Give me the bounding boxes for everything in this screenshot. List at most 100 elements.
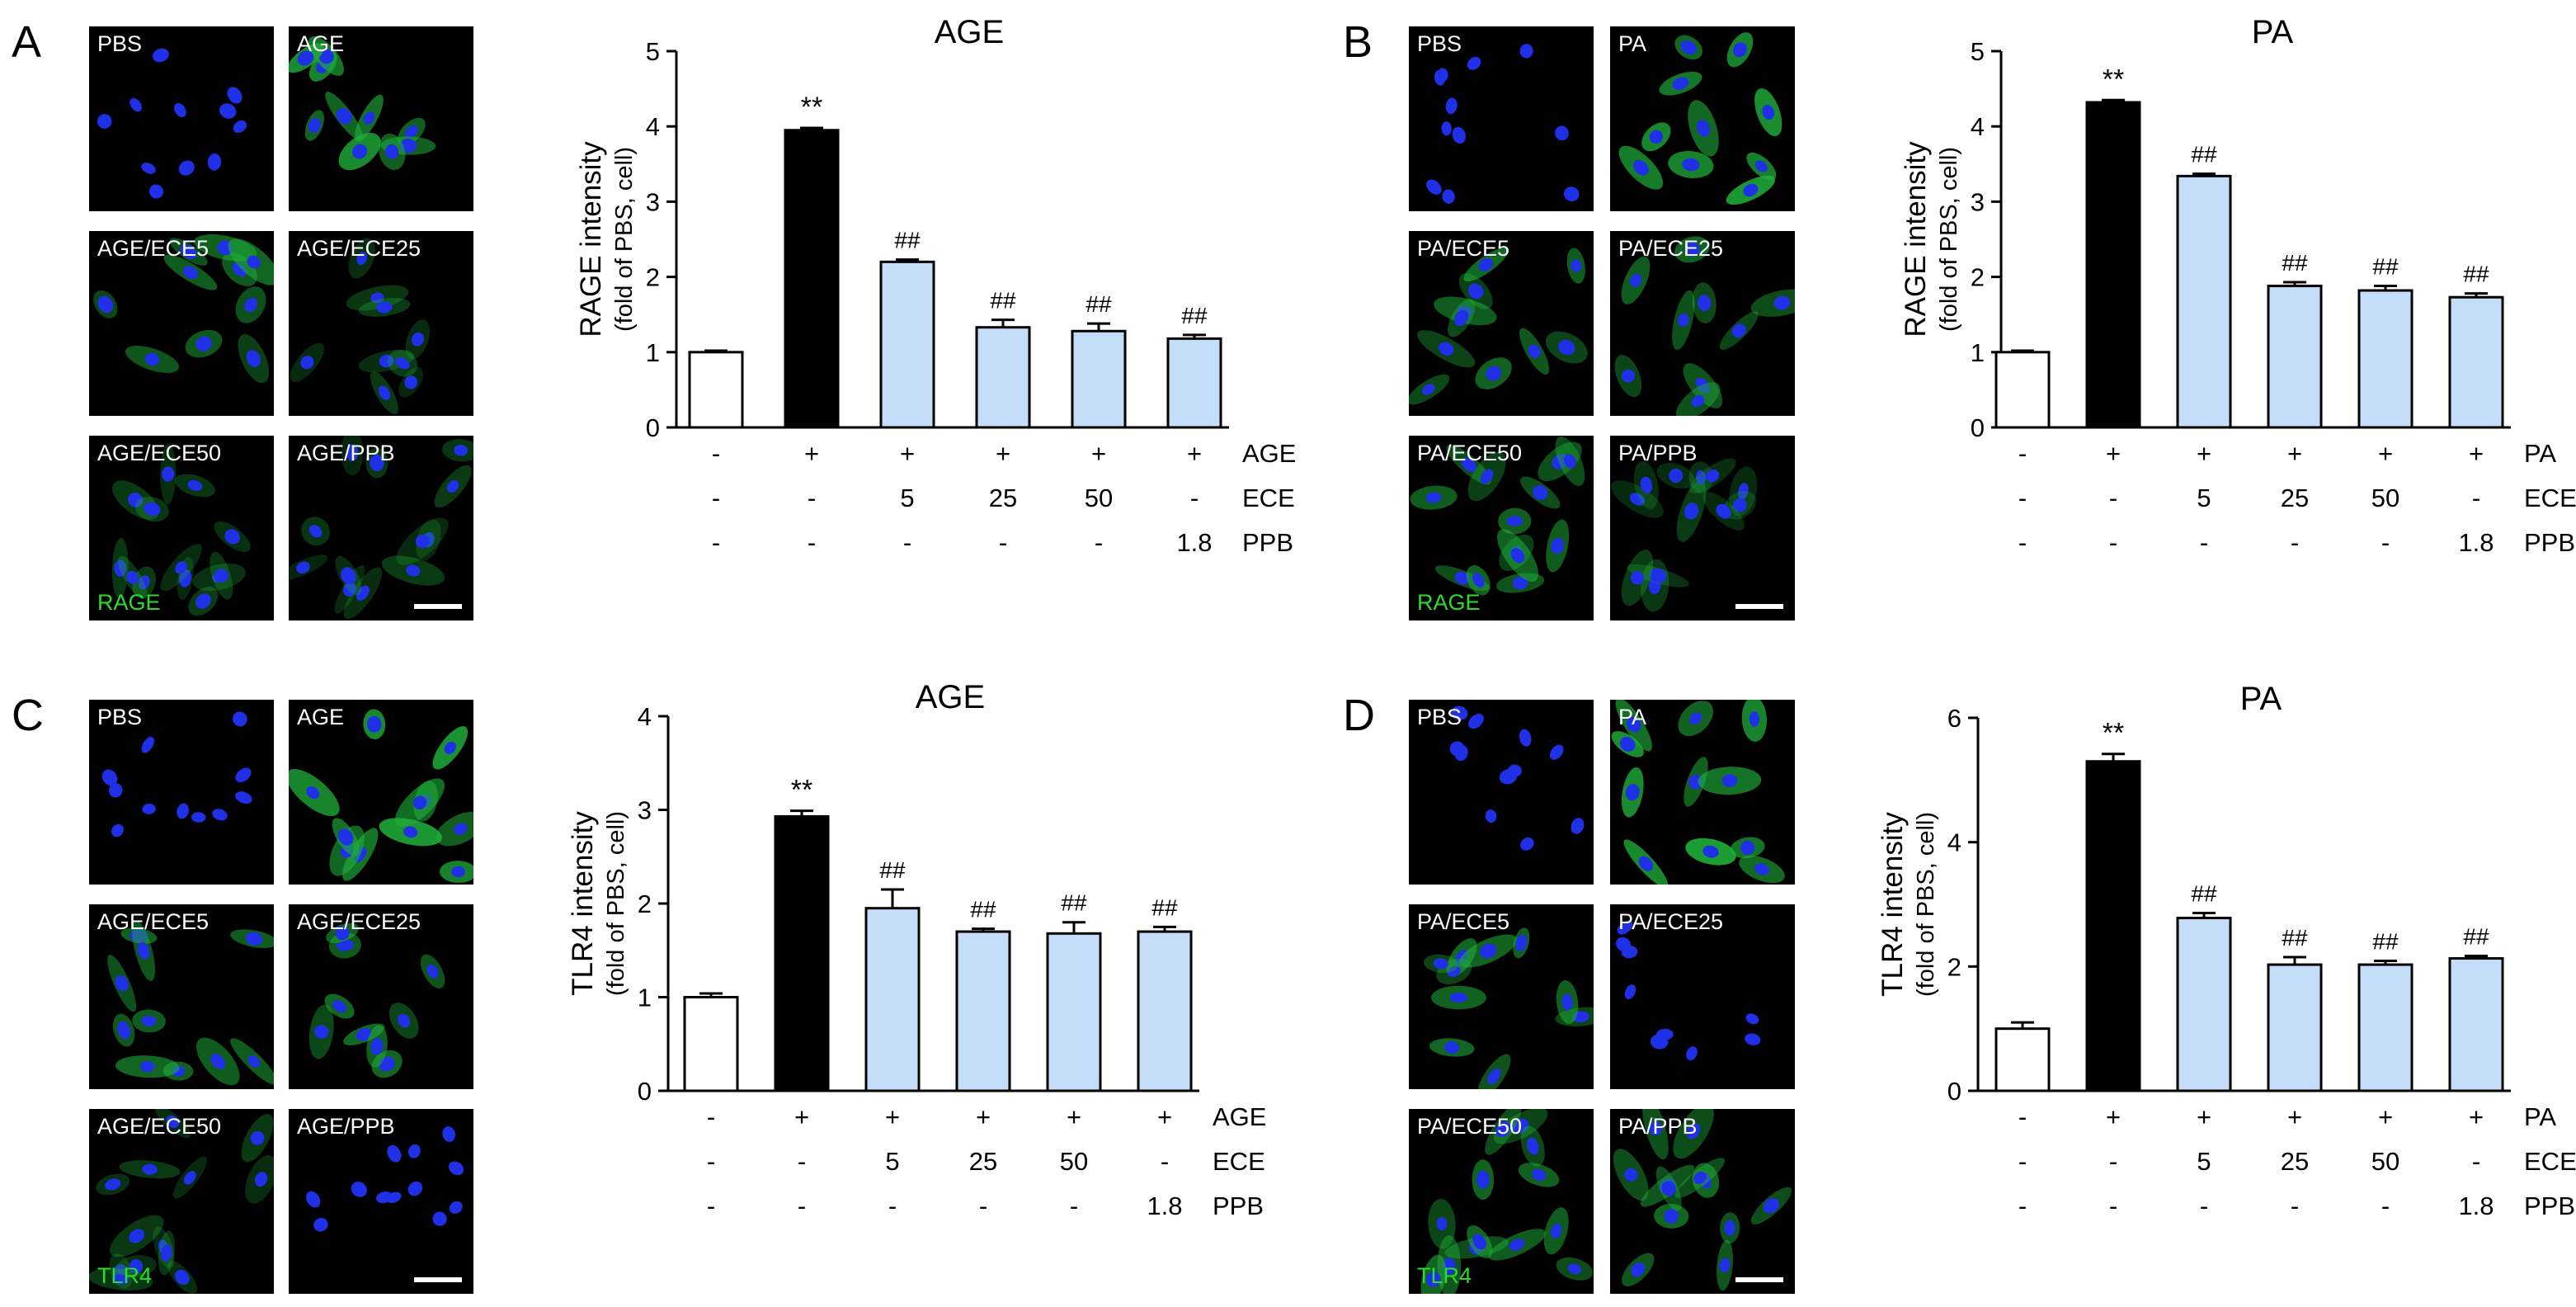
cell-nucleus bbox=[195, 336, 212, 352]
cell-nucleus bbox=[1773, 295, 1791, 310]
micrograph-background bbox=[1409, 26, 1594, 211]
cell-nucleus bbox=[1740, 840, 1755, 855]
cell-nucleus bbox=[376, 301, 393, 314]
cell-nucleus bbox=[1745, 1013, 1759, 1025]
cell-nucleus bbox=[1442, 189, 1455, 204]
cell-nucleus bbox=[1444, 1041, 1460, 1054]
treatment-cell: - bbox=[999, 528, 1007, 557]
micrograph-canvas bbox=[89, 436, 274, 620]
cell-nucleus bbox=[1436, 1217, 1448, 1231]
cell-nucleus bbox=[191, 812, 206, 823]
cell-nucleus bbox=[1626, 716, 1641, 733]
micrograph-pbs: PBS bbox=[89, 700, 274, 885]
cell-nucleus bbox=[454, 823, 468, 835]
cell-nucleus bbox=[444, 741, 456, 754]
micrograph-label: PA bbox=[1618, 31, 1647, 56]
treatment-cell: - bbox=[2018, 1102, 2027, 1131]
y-axis-label: RAGE intensity bbox=[575, 141, 607, 337]
treatment-row-label: ECE bbox=[1242, 484, 1295, 512]
treatment-cell: - bbox=[1095, 528, 1103, 557]
treatment-cell: + bbox=[1067, 1102, 1081, 1131]
treatment-cell: + bbox=[976, 1102, 991, 1131]
significance-label: ## bbox=[1085, 291, 1112, 317]
cell-nucleus bbox=[247, 1055, 261, 1068]
cell-nucleus bbox=[1693, 1172, 1707, 1184]
micrograph-age: AGE bbox=[289, 700, 473, 885]
cell-nucleus bbox=[174, 1269, 190, 1286]
significance-label: ## bbox=[2372, 929, 2399, 955]
significance-label: ## bbox=[2282, 925, 2308, 951]
micrograph-label: AGE/ECE25 bbox=[297, 909, 421, 934]
cell-nucleus bbox=[1624, 984, 1636, 999]
cell-nucleus bbox=[214, 569, 229, 583]
cell-nucleus bbox=[1721, 774, 1738, 788]
y-tick-label: 1 bbox=[1971, 338, 1985, 367]
cell-nucleus bbox=[398, 1013, 411, 1028]
cell-nucleus bbox=[1476, 1170, 1490, 1189]
treatment-row-label: PPB bbox=[1242, 528, 1293, 557]
micrograph-canvas bbox=[1610, 26, 1795, 211]
cell-nucleus bbox=[254, 1172, 268, 1187]
cell-nucleus bbox=[352, 144, 368, 159]
treatment-row-label: ECE bbox=[1213, 1147, 1265, 1176]
cell-nucleus bbox=[356, 1027, 372, 1041]
treatment-cell: 25 bbox=[2281, 484, 2309, 512]
cell-nucleus bbox=[148, 184, 163, 199]
cell-nucleus bbox=[432, 1211, 447, 1226]
cell-nucleus bbox=[1621, 369, 1635, 383]
treatment-cell: - bbox=[808, 484, 816, 512]
cell-nucleus bbox=[387, 1144, 402, 1163]
cell-nucleus bbox=[115, 975, 129, 992]
micrograph-age-ece50: AGE/ECE50 RAGE bbox=[89, 436, 274, 620]
micrograph-canvas bbox=[1409, 904, 1594, 1089]
y-tick-label: 3 bbox=[638, 796, 652, 825]
y-axis-sublabel: (fold of PBS, cell) bbox=[1936, 147, 1962, 332]
cell-nucleus bbox=[244, 297, 257, 313]
cell-nucleus bbox=[370, 292, 384, 304]
cell-nucleus bbox=[173, 102, 186, 117]
scale-bar bbox=[1735, 604, 1783, 609]
cell-nucleus bbox=[1672, 77, 1689, 90]
micrograph-age-ece5: AGE/ECE5 bbox=[89, 231, 274, 416]
micrograph-label: AGE bbox=[297, 31, 345, 56]
treatment-cell: - bbox=[2200, 1191, 2208, 1220]
cell-nucleus bbox=[1510, 548, 1525, 564]
y-axis-label: RAGE intensity bbox=[1900, 141, 1932, 337]
cell-nucleus bbox=[179, 569, 192, 587]
treatment-cell: + bbox=[885, 1102, 900, 1131]
micrograph-label: PA/ECE5 bbox=[1417, 909, 1510, 934]
cell-nucleus bbox=[1549, 744, 1564, 760]
cell-nucleus bbox=[1478, 257, 1493, 271]
treatment-row-label: PPB bbox=[2524, 1191, 2575, 1220]
cell-nucleus bbox=[313, 1217, 328, 1232]
cell-nucleus bbox=[235, 791, 252, 804]
significance-label: ## bbox=[2463, 924, 2489, 950]
treatment-cell: - bbox=[798, 1147, 806, 1176]
cell-nucleus bbox=[308, 118, 321, 134]
significance-label: ** bbox=[2103, 718, 2124, 749]
cell-nucleus bbox=[1468, 713, 1484, 729]
cell-nucleus bbox=[246, 350, 261, 367]
significance-label: ## bbox=[1181, 303, 1208, 328]
cell-nucleus bbox=[129, 1259, 144, 1274]
cell-nucleus bbox=[1697, 119, 1710, 137]
cell-nucleus bbox=[1461, 457, 1476, 472]
micrograph-label: PA/ECE50 bbox=[1417, 1114, 1523, 1139]
cell-nucleus bbox=[1682, 158, 1700, 172]
bar bbox=[774, 814, 830, 1092]
treatment-cell: 25 bbox=[969, 1147, 997, 1176]
bar bbox=[2085, 760, 2141, 1092]
significance-label: ** bbox=[791, 775, 812, 806]
treatment-row-label: PPB bbox=[1213, 1191, 1264, 1220]
significance-label: ** bbox=[2103, 64, 2124, 95]
cell-nucleus bbox=[351, 1182, 367, 1197]
cell-nucleus bbox=[1619, 736, 1636, 752]
micrograph-label: PA/PPB bbox=[1618, 1114, 1698, 1139]
cell-nucleus bbox=[1433, 958, 1448, 970]
cell-nucleus bbox=[1515, 934, 1528, 951]
micrograph-label: AGE/ECE5 bbox=[97, 236, 210, 261]
y-tick-label: 2 bbox=[1971, 263, 1985, 292]
micrograph-label: PBS bbox=[97, 31, 143, 56]
treatment-cell: + bbox=[2378, 439, 2393, 468]
